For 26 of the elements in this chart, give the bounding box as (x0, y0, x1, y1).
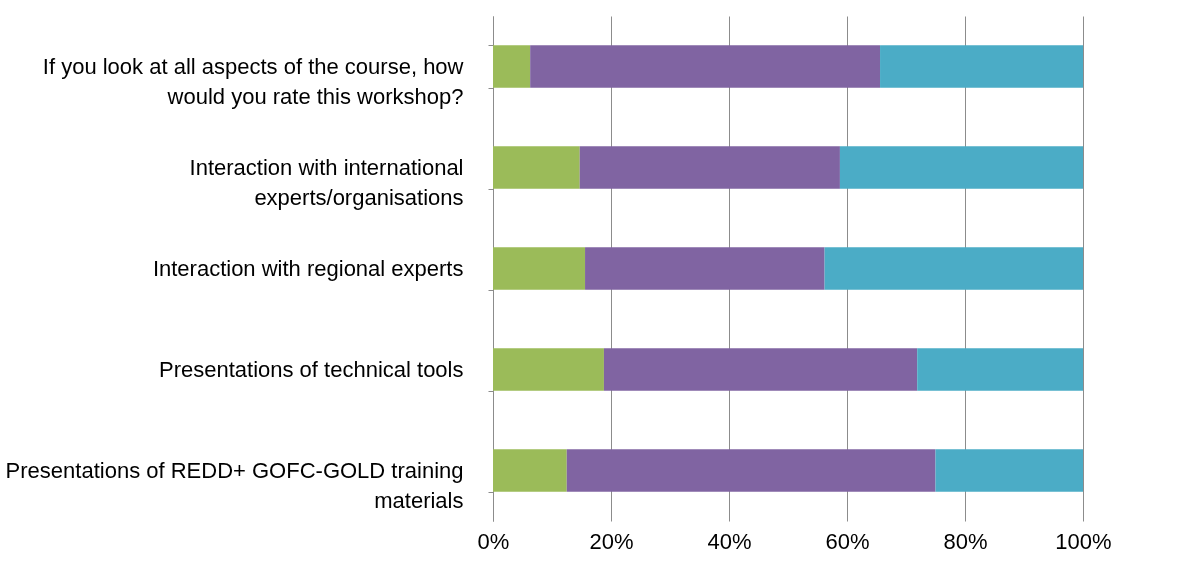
bar (493, 146, 580, 189)
y-tick-label: If you look at all aspects of the course, how would you rate this workshop? (42, 54, 464, 109)
bar (839, 146, 1083, 189)
bar (585, 247, 825, 290)
y-tick-label: Interaction with regional experts (152, 256, 464, 281)
bar (917, 348, 1083, 391)
y-tick-label: Presentations of technical tools (158, 357, 464, 382)
x-tick-label: 0% (477, 528, 510, 554)
x-tick-label: 20% (589, 528, 634, 554)
bar (824, 247, 1083, 290)
bar (935, 449, 1083, 492)
y-tick-label: Interaction with international experts/organisations (189, 155, 464, 210)
bar (530, 45, 881, 88)
x-tick-label: 80% (943, 528, 988, 554)
y-tick-label: Presentations of REDD+ GOFC-GOLD training materials (5, 458, 464, 513)
bar (579, 146, 840, 189)
x-tick-label: 40% (707, 528, 752, 554)
x-tick-label: 100% (1055, 528, 1112, 554)
bar (880, 45, 1083, 88)
bar (566, 449, 936, 492)
bar (493, 45, 531, 88)
bar (493, 449, 567, 492)
bar (493, 247, 586, 290)
x-tick-label: 60% (825, 528, 870, 554)
bar (603, 348, 918, 391)
bar (493, 348, 604, 391)
